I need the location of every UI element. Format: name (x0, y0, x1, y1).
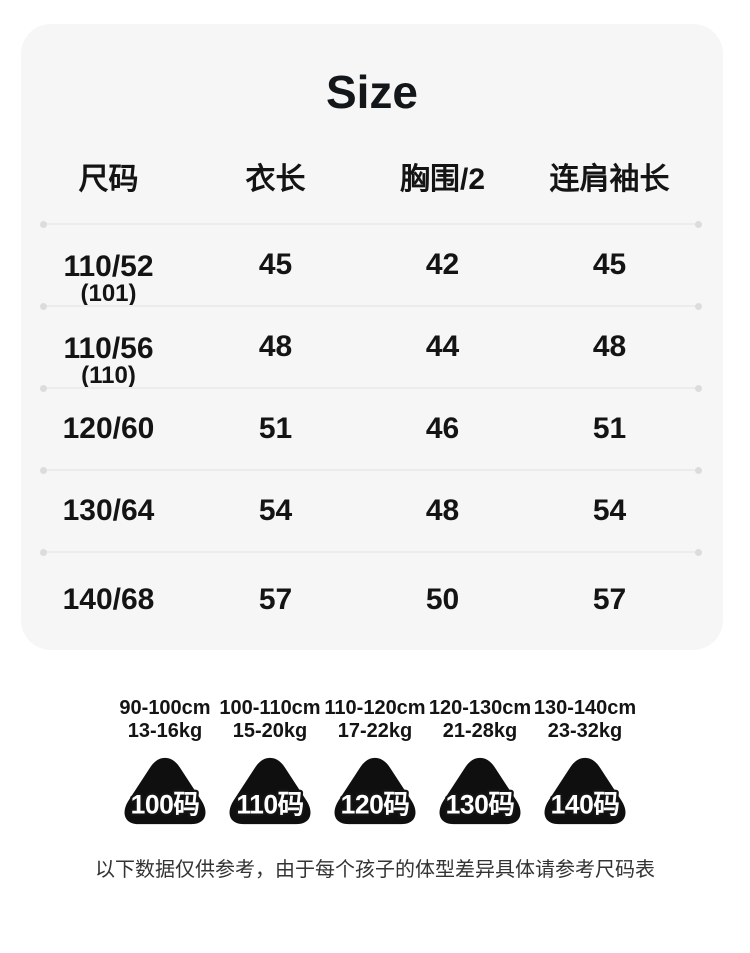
sleeve-value: 54 (592, 494, 627, 527)
size-badges-section: 90-100cm 13-16kg 100码 100-110cm 15-20kg 110码 1… (0, 697, 750, 826)
sleeve-value: 48 (592, 330, 627, 363)
page-title: Size (325, 66, 419, 118)
size-badge-item: 130-140cm 23-32kg 140码 (533, 697, 638, 826)
size-cell: 140/68 (25, 585, 192, 615)
size-badge-icon: 110码 (229, 757, 311, 825)
weight-range: 15-20kg (232, 720, 308, 742)
row-divider (40, 548, 702, 556)
length-value: 48 (258, 330, 293, 363)
badge-triangle-shape (334, 757, 416, 825)
header-length: 衣长 (245, 163, 306, 196)
badge-range: 100-110cm 15-20kg (219, 697, 320, 743)
chest-value: 42 (425, 248, 460, 281)
size-badge-item: 110-120cm 17-22kg 120码 (323, 697, 428, 826)
badge-size-label: 140码 (551, 790, 620, 820)
badge-triangle-shape (439, 757, 521, 825)
badge-triangle-shape (544, 757, 626, 825)
size-code-note: (110) (81, 362, 136, 389)
size-badge-item: 90-100cm 13-16kg 100码 (113, 697, 218, 826)
row-divider (40, 302, 702, 310)
sleeve-value: 45 (592, 248, 627, 281)
sleeve-value: 57 (592, 583, 627, 616)
size-cell: 110/56 (110) (25, 334, 192, 388)
size-code: 110/52 (63, 250, 154, 283)
chest-value: 44 (425, 330, 460, 363)
badge-size-label: 100码 (131, 790, 200, 820)
length-value: 45 (258, 248, 293, 281)
badge-range: 120-130cm 21-28kg (429, 697, 531, 743)
height-range: 130-140cm (533, 697, 637, 719)
size-cell: 110/52 (101) (25, 252, 192, 306)
size-badge-item: 100-110cm 15-20kg 110码 (218, 697, 323, 826)
size-badge-icon: 140码 (544, 757, 626, 825)
badge-triangle-shape (229, 757, 311, 825)
table-row: 110/52 (101) 45 42 45 (21, 225, 723, 306)
weight-range: 17-22kg (337, 720, 413, 742)
header-chest: 胸围/2 (399, 163, 486, 196)
height-range: 90-100cm (119, 697, 211, 719)
height-range: 120-130cm (428, 697, 532, 719)
height-range: 100-110cm (219, 697, 321, 719)
size-code: 130/64 (62, 494, 155, 527)
table-row: 140/68 57 50 57 (21, 553, 723, 647)
table-row: 120/60 51 46 51 (21, 389, 723, 469)
chest-value: 50 (425, 583, 460, 616)
size-cell: 120/60 (25, 414, 192, 444)
table-body: 110/52 (101) 45 42 45 110/56 (110) 48 44 48 120/60… (21, 225, 723, 647)
chest-value: 48 (425, 494, 460, 527)
length-value: 51 (258, 412, 293, 445)
size-code: 140/68 (62, 583, 155, 616)
badge-range: 90-100cm 13-16kg (119, 697, 210, 743)
table-row: 110/56 (110) 48 44 48 (21, 307, 723, 388)
chest-value: 46 (425, 412, 460, 445)
row-divider (40, 384, 702, 392)
size-code: 120/60 (62, 412, 155, 445)
badge-size-label: 110码 (236, 790, 303, 820)
table-header-row: 尺码 衣长 胸围/2 连肩袖长 (21, 163, 723, 197)
badge-triangle-shape (124, 757, 206, 825)
weight-range: 21-28kg (442, 720, 518, 742)
size-code: 110/56 (63, 332, 154, 365)
size-badge-icon: 100码 (124, 757, 206, 825)
size-badge-icon: 120码 (334, 757, 416, 825)
header-size: 尺码 (78, 163, 139, 196)
footer-note: 以下数据仅供参考，由于每个孩子的体型差异具体请参考尺码表 (95, 859, 655, 881)
header-sleeve: 连肩袖长 (549, 163, 670, 196)
length-value: 54 (258, 494, 293, 527)
header-divider (40, 220, 702, 228)
length-value: 57 (258, 583, 293, 616)
table-row: 130/64 54 48 54 (21, 471, 723, 551)
size-cell: 130/64 (25, 496, 192, 526)
badge-size-label: 130码 (446, 790, 515, 820)
size-badge-item: 120-130cm 21-28kg 130码 (428, 697, 533, 826)
weight-range: 23-32kg (547, 720, 623, 742)
size-code-note: (101) (80, 280, 137, 307)
sleeve-value: 51 (592, 412, 627, 445)
weight-range: 13-16kg (127, 720, 203, 742)
row-divider (40, 466, 702, 474)
badge-range: 110-120cm 17-22kg (324, 697, 425, 743)
badge-range: 130-140cm 23-32kg (534, 697, 636, 743)
badge-size-label: 120码 (341, 790, 410, 820)
size-badge-icon: 130码 (439, 757, 521, 825)
size-chart-card: Size 尺码 衣长 胸围/2 连肩袖长 110/52 (101) 45 42 45 11… (21, 24, 723, 650)
height-range: 110-120cm (324, 697, 426, 719)
